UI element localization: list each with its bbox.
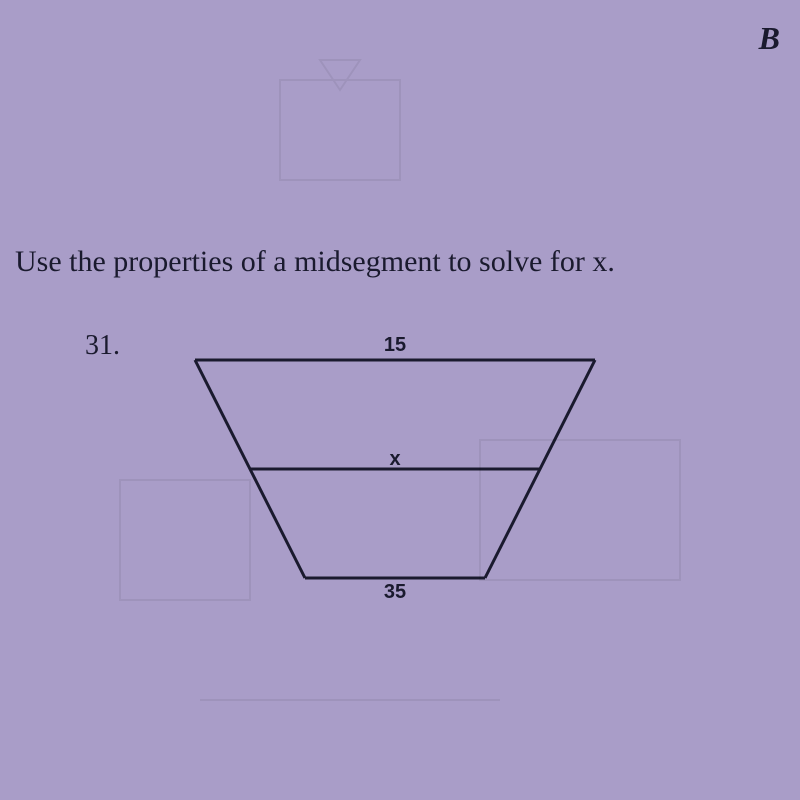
bottom-side-label: 35 — [384, 581, 406, 604]
question-text: Use the properties of a midsegment to so… — [15, 245, 785, 279]
top-side-label: 15 — [384, 334, 406, 357]
corner-letter: B — [759, 20, 780, 57]
trapezoid-figure: 15 x 35 — [175, 330, 615, 610]
midsegment-label: x — [389, 448, 400, 471]
problem-number: 31. — [85, 330, 120, 362]
